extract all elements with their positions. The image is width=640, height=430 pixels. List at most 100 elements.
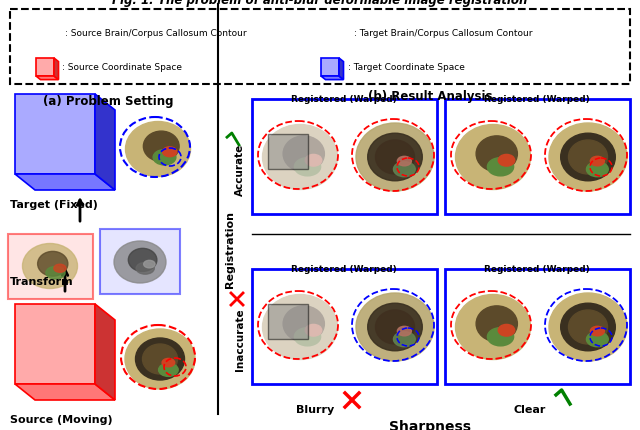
Text: Registration: Registration xyxy=(225,211,235,288)
Ellipse shape xyxy=(561,304,615,351)
FancyBboxPatch shape xyxy=(10,10,630,85)
Polygon shape xyxy=(36,59,54,77)
Ellipse shape xyxy=(488,158,514,176)
Ellipse shape xyxy=(40,326,76,356)
Text: Registered (Warped): Registered (Warped) xyxy=(484,264,590,273)
Polygon shape xyxy=(95,95,115,190)
Text: (a) Problem Setting: (a) Problem Setting xyxy=(43,95,173,108)
Ellipse shape xyxy=(376,310,415,344)
Ellipse shape xyxy=(125,329,195,389)
Ellipse shape xyxy=(549,124,627,191)
Text: (b) Result Analysis: (b) Result Analysis xyxy=(368,90,492,103)
Ellipse shape xyxy=(456,125,531,190)
Ellipse shape xyxy=(294,158,321,176)
Polygon shape xyxy=(15,304,95,384)
Ellipse shape xyxy=(499,325,515,336)
Ellipse shape xyxy=(397,157,412,166)
Text: Registered (Warped): Registered (Warped) xyxy=(484,95,590,104)
Ellipse shape xyxy=(163,147,177,157)
Ellipse shape xyxy=(283,306,324,342)
Ellipse shape xyxy=(586,163,608,177)
Bar xyxy=(252,269,437,384)
Ellipse shape xyxy=(54,264,66,273)
Ellipse shape xyxy=(143,344,177,374)
Polygon shape xyxy=(95,304,115,400)
Polygon shape xyxy=(36,77,58,80)
FancyBboxPatch shape xyxy=(8,234,93,299)
Ellipse shape xyxy=(356,293,434,361)
Ellipse shape xyxy=(60,342,74,352)
Ellipse shape xyxy=(568,310,607,344)
Ellipse shape xyxy=(356,124,434,191)
Ellipse shape xyxy=(22,107,88,162)
Text: Transform: Transform xyxy=(10,276,74,286)
Ellipse shape xyxy=(60,132,74,142)
Ellipse shape xyxy=(128,249,157,272)
Ellipse shape xyxy=(305,325,322,336)
Ellipse shape xyxy=(153,150,176,166)
Text: Target (Fixed): Target (Fixed) xyxy=(10,200,98,209)
Text: Clear: Clear xyxy=(514,404,546,414)
Text: Sharpness: Sharpness xyxy=(389,419,471,430)
Bar xyxy=(445,269,630,384)
Ellipse shape xyxy=(143,261,155,268)
Text: Accurate: Accurate xyxy=(235,144,245,196)
Ellipse shape xyxy=(22,244,77,289)
Bar xyxy=(268,135,308,169)
Ellipse shape xyxy=(368,134,422,181)
Polygon shape xyxy=(15,175,115,190)
Ellipse shape xyxy=(260,123,339,192)
Ellipse shape xyxy=(394,163,415,177)
Ellipse shape xyxy=(162,359,175,367)
Ellipse shape xyxy=(488,328,514,346)
Ellipse shape xyxy=(283,137,324,172)
Polygon shape xyxy=(54,59,58,80)
Ellipse shape xyxy=(499,155,515,167)
Ellipse shape xyxy=(159,363,178,377)
Polygon shape xyxy=(15,95,95,175)
Polygon shape xyxy=(321,59,339,77)
Ellipse shape xyxy=(136,338,184,380)
Ellipse shape xyxy=(305,155,322,167)
Text: : Source Coordinate Space: : Source Coordinate Space xyxy=(62,63,182,72)
Text: Fig. 1: The problem of anti-blur deformable image registration: Fig. 1: The problem of anti-blur deforma… xyxy=(112,0,528,7)
Text: : Target Coordinate Space: : Target Coordinate Space xyxy=(348,63,465,72)
Ellipse shape xyxy=(549,293,627,361)
Text: : Source Brain/Corpus Callosum Contour: : Source Brain/Corpus Callosum Contour xyxy=(65,28,246,37)
Ellipse shape xyxy=(38,252,68,276)
Ellipse shape xyxy=(294,328,321,346)
Ellipse shape xyxy=(590,157,604,166)
Ellipse shape xyxy=(394,332,415,347)
Bar xyxy=(445,100,630,215)
Ellipse shape xyxy=(22,317,88,372)
Ellipse shape xyxy=(561,134,615,181)
Ellipse shape xyxy=(590,326,604,336)
Ellipse shape xyxy=(262,295,337,359)
Ellipse shape xyxy=(114,241,166,283)
Text: Source (Moving): Source (Moving) xyxy=(10,414,113,424)
Polygon shape xyxy=(321,77,344,80)
Ellipse shape xyxy=(46,267,65,280)
Ellipse shape xyxy=(50,135,73,150)
Text: Registered (Warped): Registered (Warped) xyxy=(291,264,397,273)
Ellipse shape xyxy=(40,117,76,147)
Ellipse shape xyxy=(456,295,531,359)
Text: : Target Brain/Corpus Callosum Contour: : Target Brain/Corpus Callosum Contour xyxy=(354,28,532,37)
Polygon shape xyxy=(15,384,115,400)
Ellipse shape xyxy=(262,125,337,190)
Ellipse shape xyxy=(568,141,607,175)
Ellipse shape xyxy=(376,141,415,175)
Ellipse shape xyxy=(586,332,608,347)
Ellipse shape xyxy=(260,293,339,361)
Ellipse shape xyxy=(125,122,191,177)
Text: Registered (Warped): Registered (Warped) xyxy=(291,95,397,104)
Ellipse shape xyxy=(476,306,517,342)
Text: Blurry: Blurry xyxy=(296,404,334,414)
Ellipse shape xyxy=(397,326,412,336)
Bar xyxy=(268,304,308,339)
Ellipse shape xyxy=(368,304,422,351)
Text: Inaccurate: Inaccurate xyxy=(235,308,245,371)
FancyBboxPatch shape xyxy=(100,230,180,294)
Ellipse shape xyxy=(476,137,517,172)
Ellipse shape xyxy=(50,345,73,360)
